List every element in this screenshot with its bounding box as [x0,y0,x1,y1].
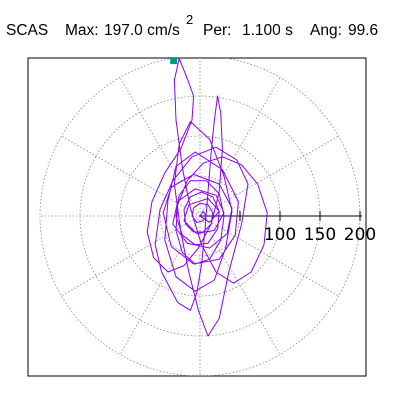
period-value: 1.100 s [242,22,293,39]
header-title: SCAS Max: 197.0 cm/s 2 Per: 1.100 s Ang:… [6,12,400,42]
station-code: SCAS [6,22,49,39]
motion-trace-group [146,58,268,337]
radial-tick-label-150: 150 [304,225,336,245]
grid-spoke-210 [61,215,201,297]
max-value: 197.0 cm/s [104,22,180,39]
period-label: Per: [203,22,232,39]
grid-spoke-60 [199,77,281,217]
grid-spoke-150 [61,135,201,217]
grid-spoke-300 [199,215,281,355]
max-unit-exponent: 2 [186,12,194,27]
motion-trace-line-0 [146,58,268,337]
radial-axis: 100 150 200 [200,211,376,245]
max-marker-group [170,57,178,65]
max-label: Max: [65,22,99,39]
angle-value: 99.6 [348,22,379,39]
radial-tick-label-100: 100 [264,225,296,245]
grid-spoke-30 [199,135,339,217]
max-amplitude-marker [170,57,178,65]
grid-spoke-120 [119,77,201,217]
plot-frame [27,57,367,377]
grid-spoke-240 [119,215,201,355]
angle-label: Ang: [310,22,342,39]
grid-spoke-330 [199,215,339,297]
radial-tick-label-200: 200 [344,225,376,245]
